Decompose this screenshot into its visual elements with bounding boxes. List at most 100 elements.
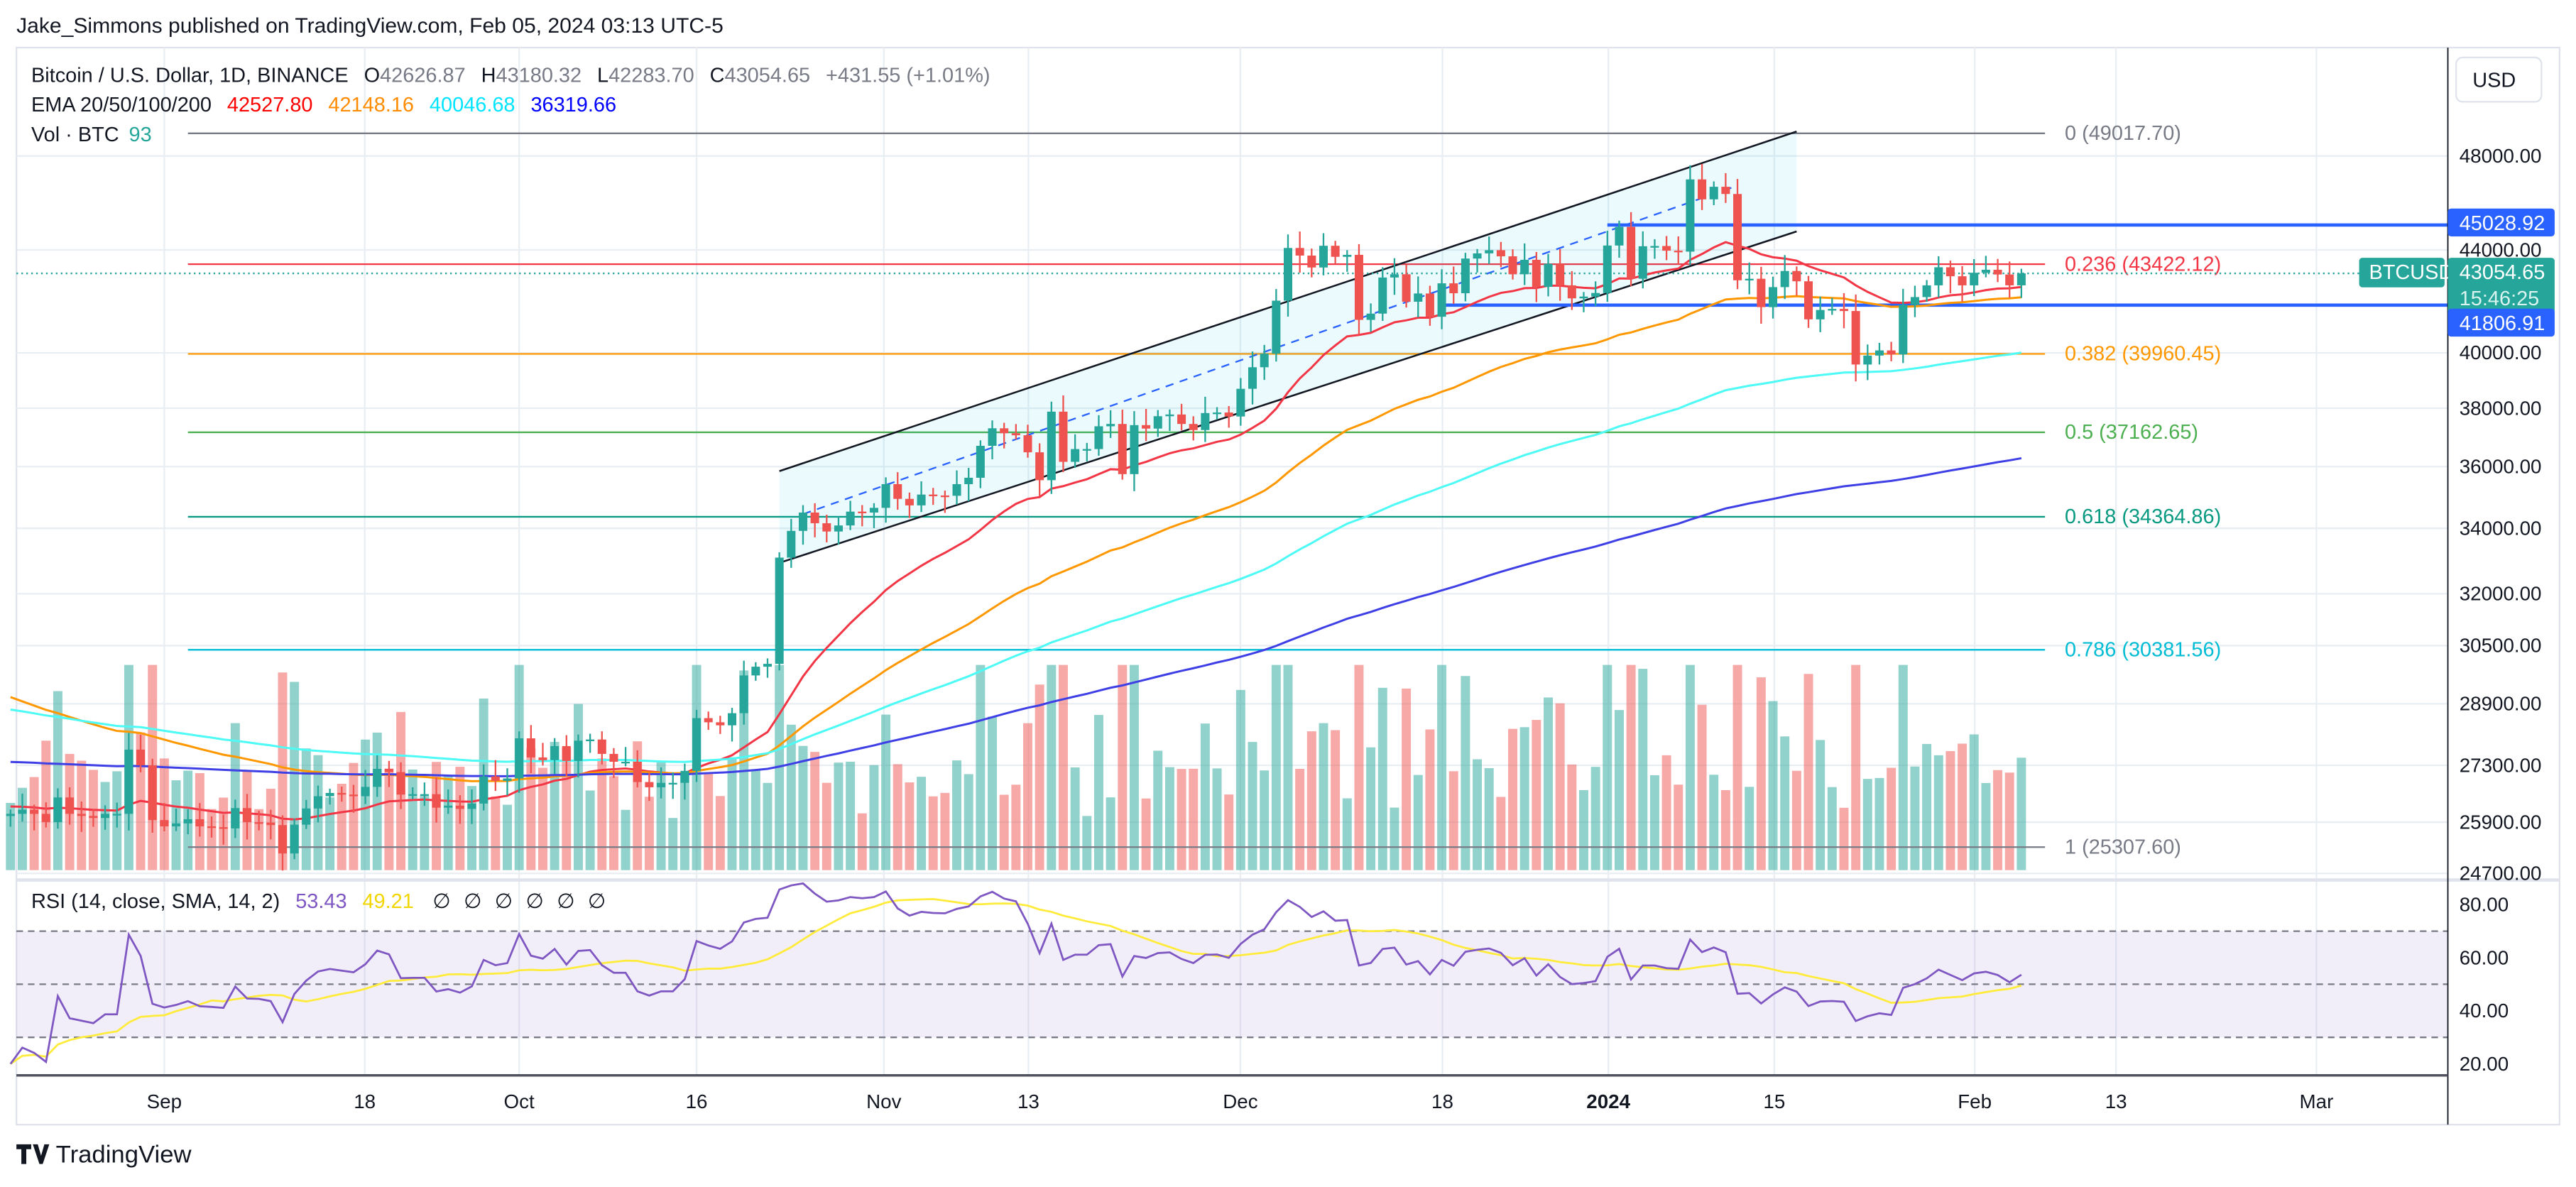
candle xyxy=(1213,407,1222,420)
candle-body xyxy=(1402,274,1411,302)
candle xyxy=(1615,220,1624,258)
candle-body xyxy=(1780,270,1789,288)
candle xyxy=(408,787,417,799)
candle-body xyxy=(1899,305,1908,355)
volume-bar xyxy=(230,723,240,870)
candle xyxy=(1698,163,1707,210)
candle-body xyxy=(2005,274,2014,285)
volume-bar xyxy=(834,762,844,870)
candle xyxy=(1591,281,1600,307)
candle xyxy=(1769,276,1778,319)
candle xyxy=(798,505,807,545)
volume-bar xyxy=(1614,710,1624,870)
candle-body xyxy=(231,808,240,828)
fib-level-label: 0.5 (37162.65) xyxy=(2065,421,2198,444)
candle xyxy=(1023,425,1032,458)
volume-bar xyxy=(1189,768,1199,870)
candle xyxy=(2005,261,2014,298)
volume-bar xyxy=(372,732,382,870)
ema200-value: 36319.66 xyxy=(530,94,616,116)
channel-middle-line[interactable] xyxy=(802,185,1738,515)
tradingview-logo[interactable]: TradingView xyxy=(16,1141,192,1168)
volume-bar xyxy=(999,794,1009,870)
candle-body xyxy=(692,718,702,771)
level-badge-upper[interactable]: 45028.92 xyxy=(2447,208,2555,237)
candle-body xyxy=(112,814,121,816)
candle xyxy=(361,770,370,804)
volume-bar xyxy=(869,765,879,870)
candle xyxy=(242,794,252,840)
level-badge-lower[interactable]: 41806.91 xyxy=(2447,308,2555,337)
candle xyxy=(716,716,725,734)
volume-bar xyxy=(1720,789,1730,870)
volume-bar xyxy=(1248,742,1257,870)
volume-bar xyxy=(1969,734,1979,870)
volume-bar xyxy=(1756,677,1766,870)
candle-body xyxy=(1828,309,1837,311)
candle-body xyxy=(1496,250,1505,257)
candle-body xyxy=(290,824,299,854)
candle-body xyxy=(207,826,217,828)
volume-bar xyxy=(786,724,796,870)
volume-bar xyxy=(1685,664,1695,870)
candle xyxy=(1390,258,1399,295)
candle xyxy=(763,658,773,678)
channel-fill xyxy=(779,131,1797,563)
chart-frame xyxy=(15,46,2561,1126)
candle-body xyxy=(1874,350,1884,356)
volume-bar xyxy=(1898,664,1908,870)
symbol-name: Bitcoin / U.S. Dollar, 1D, BINANCE xyxy=(31,65,349,87)
candle-body xyxy=(1544,263,1553,288)
candle-body xyxy=(1461,258,1470,294)
candle-body xyxy=(325,792,334,797)
currency-button[interactable]: USD xyxy=(2455,56,2543,103)
candle xyxy=(1082,442,1091,461)
symbol-legend[interactable]: Bitcoin / U.S. Dollar, 1D, BINANCE O4262… xyxy=(31,65,990,87)
candle-body xyxy=(1343,254,1352,257)
candle xyxy=(290,819,299,860)
candle-body xyxy=(1803,281,1813,319)
volume-bar xyxy=(1413,775,1423,870)
candle xyxy=(657,767,666,799)
candle xyxy=(337,786,346,802)
time-axis[interactable]: Sep 18 Oct 16 Nov 13 Dec 18 2024 15 Feb 13 Mar xyxy=(147,1090,2334,1112)
time-tick-label: 2024 xyxy=(1586,1090,1630,1112)
candle xyxy=(6,809,15,827)
candle xyxy=(396,762,405,809)
candle xyxy=(1177,403,1186,431)
fib-level-label: 0.786 (30381.56) xyxy=(2065,639,2221,662)
candle xyxy=(810,503,819,537)
volume-bar xyxy=(1377,687,1387,870)
candle xyxy=(1532,251,1541,302)
candle xyxy=(538,743,547,766)
candle xyxy=(160,803,169,831)
ema-legend[interactable]: EMA 20/50/100/200 42527.80 42148.16 4004… xyxy=(31,94,616,116)
candle xyxy=(384,760,393,787)
time-tick-label: Mar xyxy=(2300,1090,2334,1112)
volume-bar xyxy=(1224,794,1234,870)
candle xyxy=(302,799,311,829)
price-axis[interactable]: 48000.00 44000.00 40000.00 38000.00 36000.00… xyxy=(2460,145,2542,1075)
volume-bar xyxy=(384,768,394,870)
candle-body xyxy=(822,523,831,532)
candle xyxy=(124,733,133,831)
candle xyxy=(1662,236,1671,261)
volume-bar xyxy=(1070,767,1080,870)
candle xyxy=(349,784,358,813)
volume-bar xyxy=(1235,689,1245,870)
candle xyxy=(1295,231,1304,273)
volume-bar xyxy=(290,682,300,870)
candle-body xyxy=(763,664,773,667)
volume-bar xyxy=(668,818,678,870)
candle-body xyxy=(728,713,737,726)
volume-legend[interactable]: Vol · BTC 93 xyxy=(31,124,152,146)
volume-bar xyxy=(1532,720,1541,870)
candle xyxy=(1402,264,1411,308)
volume-bar xyxy=(1331,730,1341,870)
channel-lower-line[interactable] xyxy=(779,230,1797,564)
volume-bar xyxy=(893,764,902,870)
rsi-legend[interactable]: RSI (14, close, SMA, 14, 2) 53.43 49.21 … xyxy=(31,890,606,913)
volume-bar xyxy=(1106,797,1115,870)
candle-body xyxy=(1508,256,1517,275)
